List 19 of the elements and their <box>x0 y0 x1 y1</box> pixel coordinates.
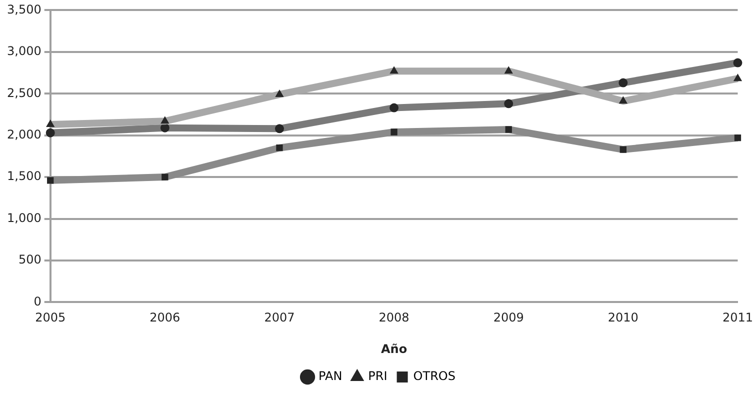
legend-label: PAN <box>318 369 342 384</box>
y-tick-label: 0 <box>34 294 42 308</box>
y-tick-label: 2,000 <box>6 127 42 142</box>
x-tick-label: 2010 <box>608 310 638 325</box>
x-tick-label: 2009 <box>493 310 524 325</box>
y-tick-label: 500 <box>18 252 42 267</box>
x-tick-label: 2008 <box>378 310 410 325</box>
x-axis-title: Año <box>381 342 408 356</box>
x-tick-label: 2005 <box>35 310 66 325</box>
x-tick-label: 2006 <box>150 310 180 325</box>
legend-label: PRI <box>368 369 388 384</box>
x-tick-label: 2011 <box>722 310 754 325</box>
y-tick-label: 1,500 <box>6 169 42 184</box>
y-tick-label: 1,000 <box>6 210 42 225</box>
y-tick-label: 3,000 <box>6 44 42 58</box>
y-tick-label: 2,500 <box>6 86 42 100</box>
x-tick-label: 2007 <box>264 310 295 325</box>
legend-label: OTROS <box>413 369 456 384</box>
y-tick-label: 3,500 <box>6 2 42 16</box>
